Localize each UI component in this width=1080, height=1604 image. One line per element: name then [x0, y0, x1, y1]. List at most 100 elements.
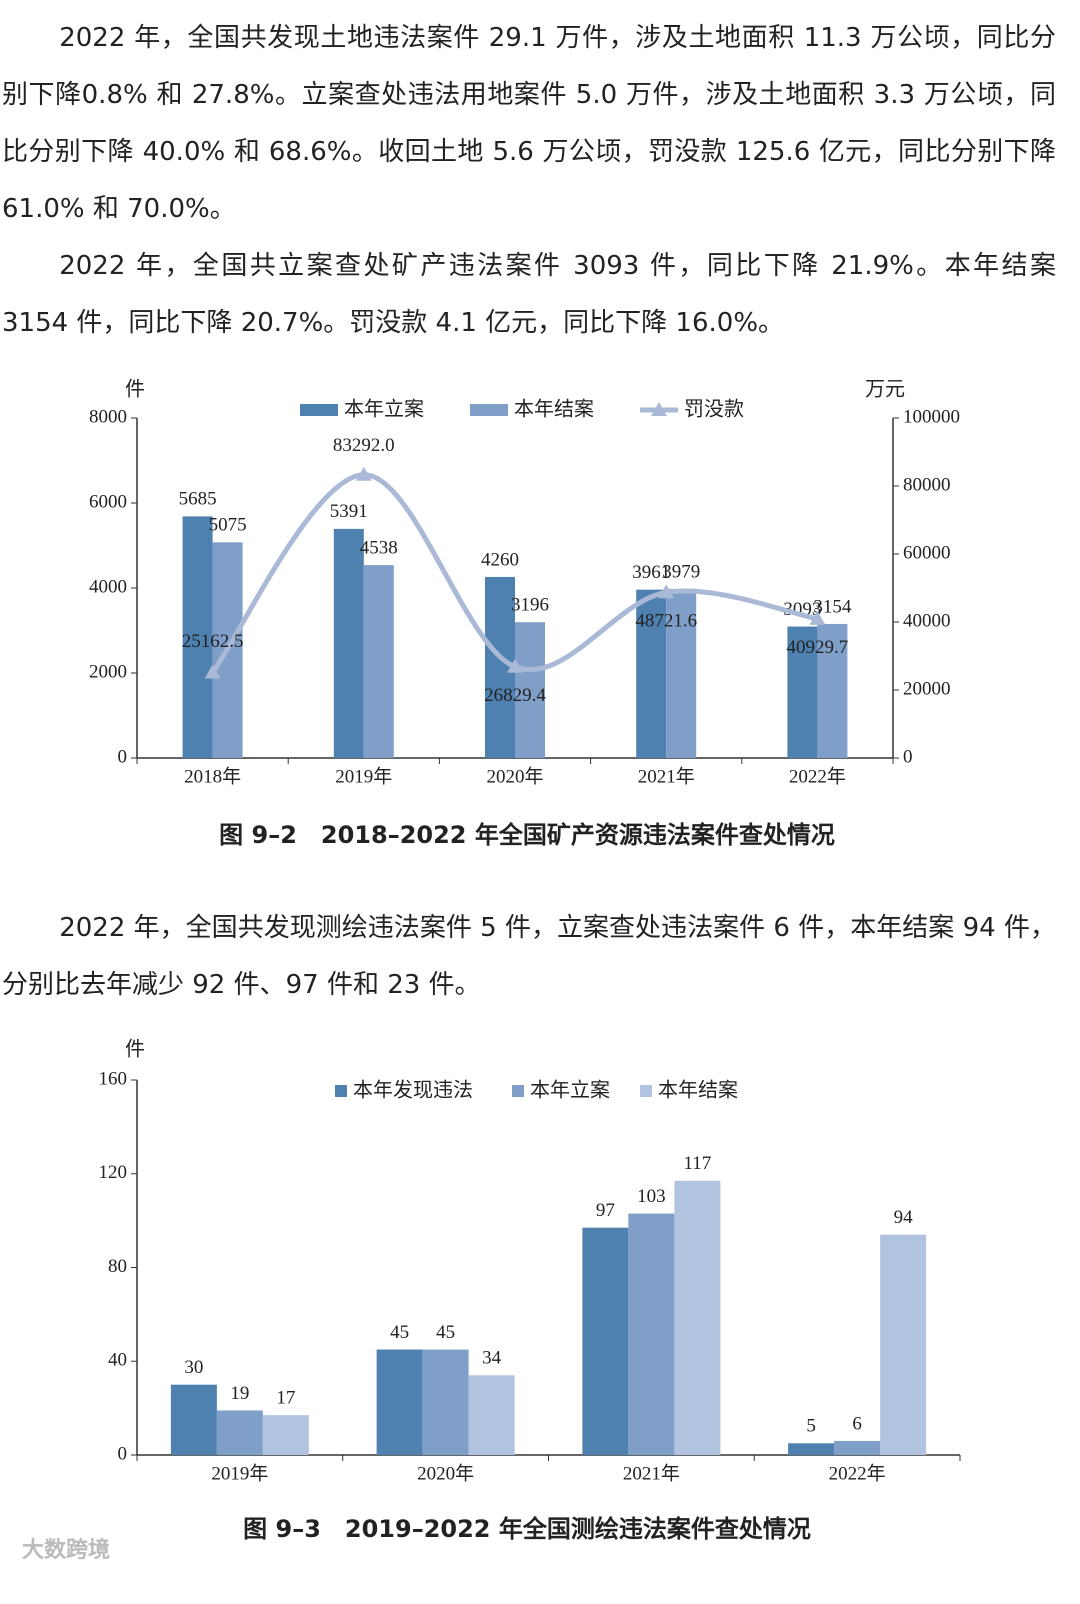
- value-label: 94: [894, 1207, 914, 1228]
- legend-label: 本年立案: [344, 397, 424, 421]
- bar: [363, 565, 394, 758]
- value-label: 5075: [209, 515, 247, 536]
- bar: [485, 576, 515, 758]
- value-label: 34: [482, 1348, 502, 1369]
- line-marker: [355, 466, 372, 481]
- value-label: 4538: [360, 537, 398, 558]
- line-marker: [507, 658, 523, 673]
- bar: [582, 1227, 629, 1455]
- bar: [515, 622, 545, 758]
- y-tick-label: 0: [118, 1443, 128, 1464]
- bar: [333, 528, 364, 758]
- legend-marker: [651, 402, 667, 416]
- value-label: 3196: [511, 595, 549, 616]
- y-tick-label: 120: [99, 1162, 128, 1183]
- legend-label: 本年结案: [658, 1078, 738, 1102]
- value-label: 26829.4: [484, 685, 546, 706]
- x-tick-label: 2019年: [211, 1462, 268, 1484]
- watermark: 大数跨境: [22, 1538, 111, 1563]
- y2-tick-label: 60000: [903, 542, 951, 563]
- value-label: 3979: [662, 561, 700, 582]
- legend-swatch: [300, 404, 338, 416]
- x-tick-label: 2018年: [184, 765, 241, 787]
- x-tick-label: 2021年: [623, 1462, 680, 1484]
- legend-swatch: [335, 1085, 347, 1097]
- value-label: 5685: [179, 489, 217, 510]
- y-tick-label: 0: [118, 746, 128, 767]
- legend-label: 罚没款: [684, 397, 744, 421]
- bar: [788, 1443, 835, 1455]
- value-label: 5391: [330, 501, 368, 522]
- bar: [674, 1180, 721, 1455]
- value-label: 48721.6: [635, 611, 697, 632]
- bar: [880, 1234, 927, 1455]
- bar: [787, 626, 818, 758]
- x-tick-label: 2022年: [789, 765, 846, 787]
- bar: [262, 1415, 309, 1455]
- y-axis-unit: 件: [125, 1037, 145, 1061]
- y-tick-label: 6000: [89, 491, 127, 512]
- line: [210, 472, 818, 674]
- legend-swatch: [512, 1085, 524, 1097]
- value-label: 40929.7: [787, 637, 849, 658]
- value-label: 4260: [481, 549, 519, 570]
- legend-swatch: [640, 1085, 652, 1097]
- value-label: 97: [596, 1200, 615, 1221]
- value-label: 25162.5: [182, 631, 244, 652]
- value-label: 30: [184, 1357, 203, 1378]
- bar: [422, 1349, 469, 1455]
- paragraph: 2022 年，全国共立案查处矿产违法案件 3093 件，同比下降 21.9%。本…: [2, 251, 1056, 338]
- value-label: 5: [806, 1416, 816, 1437]
- y-tick-label: 80: [108, 1256, 127, 1277]
- bar: [216, 1410, 263, 1455]
- y-tick-label: 2000: [89, 661, 127, 682]
- legend-label: 本年结案: [514, 397, 594, 421]
- x-tick-label: 2022年: [829, 1462, 886, 1484]
- bar: [170, 1384, 217, 1455]
- line-marker: [658, 584, 675, 599]
- y-tick-label: 8000: [89, 406, 127, 427]
- y2-tick-label: 100000: [903, 406, 960, 427]
- y2-tick-label: 20000: [903, 678, 951, 699]
- legend-swatch: [470, 404, 508, 416]
- line-marker: [809, 610, 826, 625]
- y2-tick-label: 40000: [903, 610, 951, 631]
- x-tick-label: 2021年: [638, 765, 695, 787]
- x-tick-label: 2020年: [417, 1462, 474, 1484]
- y2-tick-label: 0: [903, 746, 913, 767]
- y-tick-label: 4000: [89, 576, 127, 597]
- bar: [636, 589, 667, 758]
- value-label: 3961: [632, 562, 670, 583]
- x-tick-label: 2019年: [335, 765, 392, 787]
- y-tick-label: 160: [99, 1068, 128, 1089]
- chart-caption: 图 9–3 2019–2022 年全国测绘违法案件查处情况: [243, 1515, 811, 1543]
- value-label: 45: [390, 1322, 409, 1343]
- value-label: 45: [436, 1322, 455, 1343]
- bar: [834, 1440, 881, 1455]
- paragraph: 2022 年，全国共发现土地违法案件 29.1 万件，涉及土地面积 11.3 万…: [2, 23, 1056, 224]
- value-label: 117: [683, 1153, 711, 1174]
- y-axis-unit: 件: [125, 377, 145, 401]
- bar: [468, 1375, 515, 1455]
- value-label: 17: [276, 1388, 295, 1409]
- bar: [817, 623, 848, 758]
- legend-label: 本年立案: [530, 1078, 610, 1102]
- legend-label: 本年发现违法: [353, 1078, 473, 1102]
- value-label: 19: [230, 1383, 249, 1404]
- bar: [182, 516, 213, 758]
- value-label: 83292.0: [333, 435, 395, 456]
- chart-caption: 图 9–2 2018–2022 年全国矿产资源违法案件查处情况: [219, 821, 835, 849]
- line-marker: [204, 664, 221, 679]
- y-tick-label: 40: [108, 1350, 127, 1371]
- bar: [376, 1349, 423, 1455]
- value-label: 6: [852, 1413, 862, 1434]
- y2-tick-label: 80000: [903, 474, 951, 495]
- value-label: 103: [637, 1186, 666, 1207]
- paragraph: 2022 年，全国共发现测绘违法案件 5 件，立案查处违法案件 6 件，本年结案…: [2, 913, 1056, 1000]
- bar: [628, 1213, 675, 1455]
- y2-axis-unit: 万元: [865, 377, 905, 401]
- value-label: 3154: [813, 596, 852, 617]
- bar: [666, 588, 697, 758]
